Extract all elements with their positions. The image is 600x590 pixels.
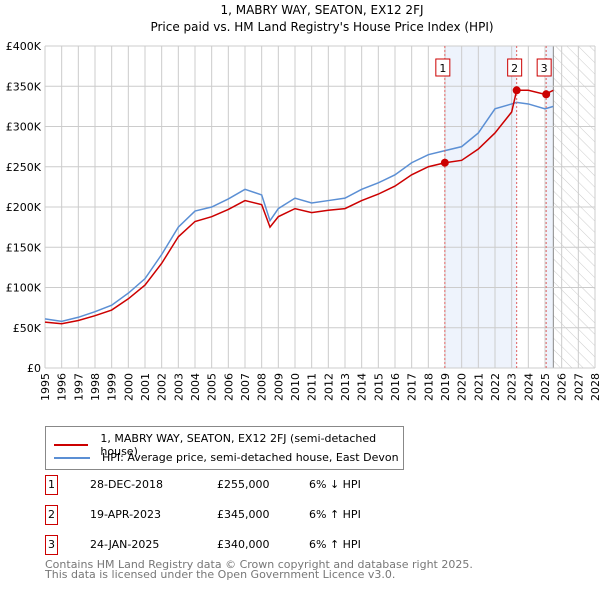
x-tick-label: 1996 [56, 373, 69, 401]
y-tick-label: £150K [6, 241, 42, 254]
x-tick-label: 2011 [306, 373, 319, 401]
x-tick-label: 2004 [189, 373, 202, 401]
sale-hpi: 6% ↑ HPI [309, 508, 361, 521]
y-tick-label: £0 [27, 362, 41, 375]
x-tick-label: 2005 [206, 373, 219, 401]
sale-hpi: 6% ↓ HPI [309, 478, 361, 491]
footer: Contains HM Land Registry data © Crown c… [45, 558, 473, 581]
x-tick-label: 2002 [156, 373, 169, 401]
legend-hpi: HPI: Average price, semi-detached house,… [102, 451, 399, 464]
chart-title: 1, MABRY WAY, SEATON, EX12 2FJ [220, 3, 423, 17]
sale-price: £345,000 [217, 508, 270, 521]
sale-point [440, 158, 449, 167]
sale-point [512, 86, 521, 95]
sale-hpi: 6% ↑ HPI [309, 538, 361, 551]
x-tick-label: 2000 [122, 373, 135, 401]
y-tick-label: £50K [13, 322, 42, 335]
x-tick-label: 2021 [472, 373, 485, 401]
x-tick-label: 1998 [89, 373, 102, 401]
x-tick-label: 2006 [222, 373, 235, 401]
legend-blue-line [54, 456, 90, 459]
x-tick-label: 2026 [556, 373, 569, 401]
y-tick-label: £300K [6, 121, 42, 134]
x-tick-label: 1997 [72, 373, 85, 401]
x-tick-label: 2022 [489, 373, 502, 401]
sale-label-box [507, 58, 523, 77]
sale-date: 19-APR-2023 [90, 508, 162, 521]
chart-subtitle: Price paid vs. HM Land Registry's House … [150, 20, 493, 34]
footer-line-1: Contains HM Land Registry data © Crown c… [45, 558, 473, 571]
sale-row: 3 24-JAN-2025 £340,000 6% ↑ HPI [45, 535, 445, 555]
x-tick-label: 2028 [589, 373, 600, 401]
legend: 1, MABRY WAY, SEATON, EX12 2FJ (semi-det… [45, 426, 404, 470]
x-tick-label: 2007 [239, 373, 252, 401]
x-tick-label: 1999 [106, 373, 119, 401]
x-tick-label: 2017 [406, 373, 419, 401]
y-tick-label: £350K [6, 80, 42, 93]
sale-label: 3 [541, 62, 548, 75]
y-tick-label: £200K [6, 201, 42, 214]
x-tick-label: 2013 [339, 373, 352, 401]
sale-price: £255,000 [217, 478, 270, 491]
hpi-line [44, 101, 554, 323]
y-tick-label: £250K [6, 161, 42, 174]
x-tick-label: 2009 [272, 373, 285, 401]
sale-point [542, 90, 551, 99]
legend-property: 1, MABRY WAY, SEATON, EX12 2FJ (semi-det… [100, 432, 377, 458]
x-tick-label: 2003 [172, 373, 185, 401]
sale-date: 28-DEC-2018 [90, 478, 164, 491]
sale-number-badge: 2 [45, 505, 58, 525]
sale-date: 24-JAN-2025 [90, 538, 160, 551]
sale-label: 1 [439, 62, 446, 75]
sale-label-box [536, 58, 552, 77]
x-tick-label: 2024 [522, 373, 535, 401]
x-tick-label: 2015 [372, 373, 385, 401]
sale-label: 2 [511, 62, 518, 75]
x-tick-label: 2014 [356, 373, 369, 401]
x-tick-label: 2023 [506, 373, 519, 401]
x-tick-label: 2001 [139, 373, 152, 401]
sale-price: £340,000 [217, 538, 270, 551]
x-tick-label: 2008 [256, 373, 269, 401]
x-tick-label: 2027 [572, 373, 585, 401]
sale-row: 1 28-DEC-2018 £255,000 6% ↓ HPI [45, 475, 445, 495]
x-tick-label: 2010 [289, 373, 302, 401]
x-tick-label: 2025 [539, 373, 552, 401]
sale-number-badge: 3 [45, 535, 58, 555]
x-tick-label: 1995 [39, 373, 52, 401]
y-tick-label: £400K [6, 40, 42, 53]
x-tick-label: 2020 [456, 373, 469, 401]
sale-row: 2 19-APR-2023 £345,000 6% ↑ HPI [45, 505, 445, 525]
y-tick-label: £100K [6, 282, 42, 295]
property-price-line [44, 89, 554, 325]
legend-red-line [54, 444, 89, 446]
price-chart: 1, MABRY WAY, SEATON, EX12 2FJ Price pai… [6, 3, 600, 401]
x-tick-label: 2018 [422, 373, 435, 401]
x-tick-label: 2012 [322, 373, 335, 401]
x-tick-label: 2016 [389, 373, 402, 401]
sale-number-badge: 1 [45, 475, 58, 495]
sale-label-box [435, 58, 451, 77]
footer-line-2: This data is licensed under the Open Gov… [45, 568, 396, 581]
x-tick-label: 2019 [439, 373, 452, 401]
